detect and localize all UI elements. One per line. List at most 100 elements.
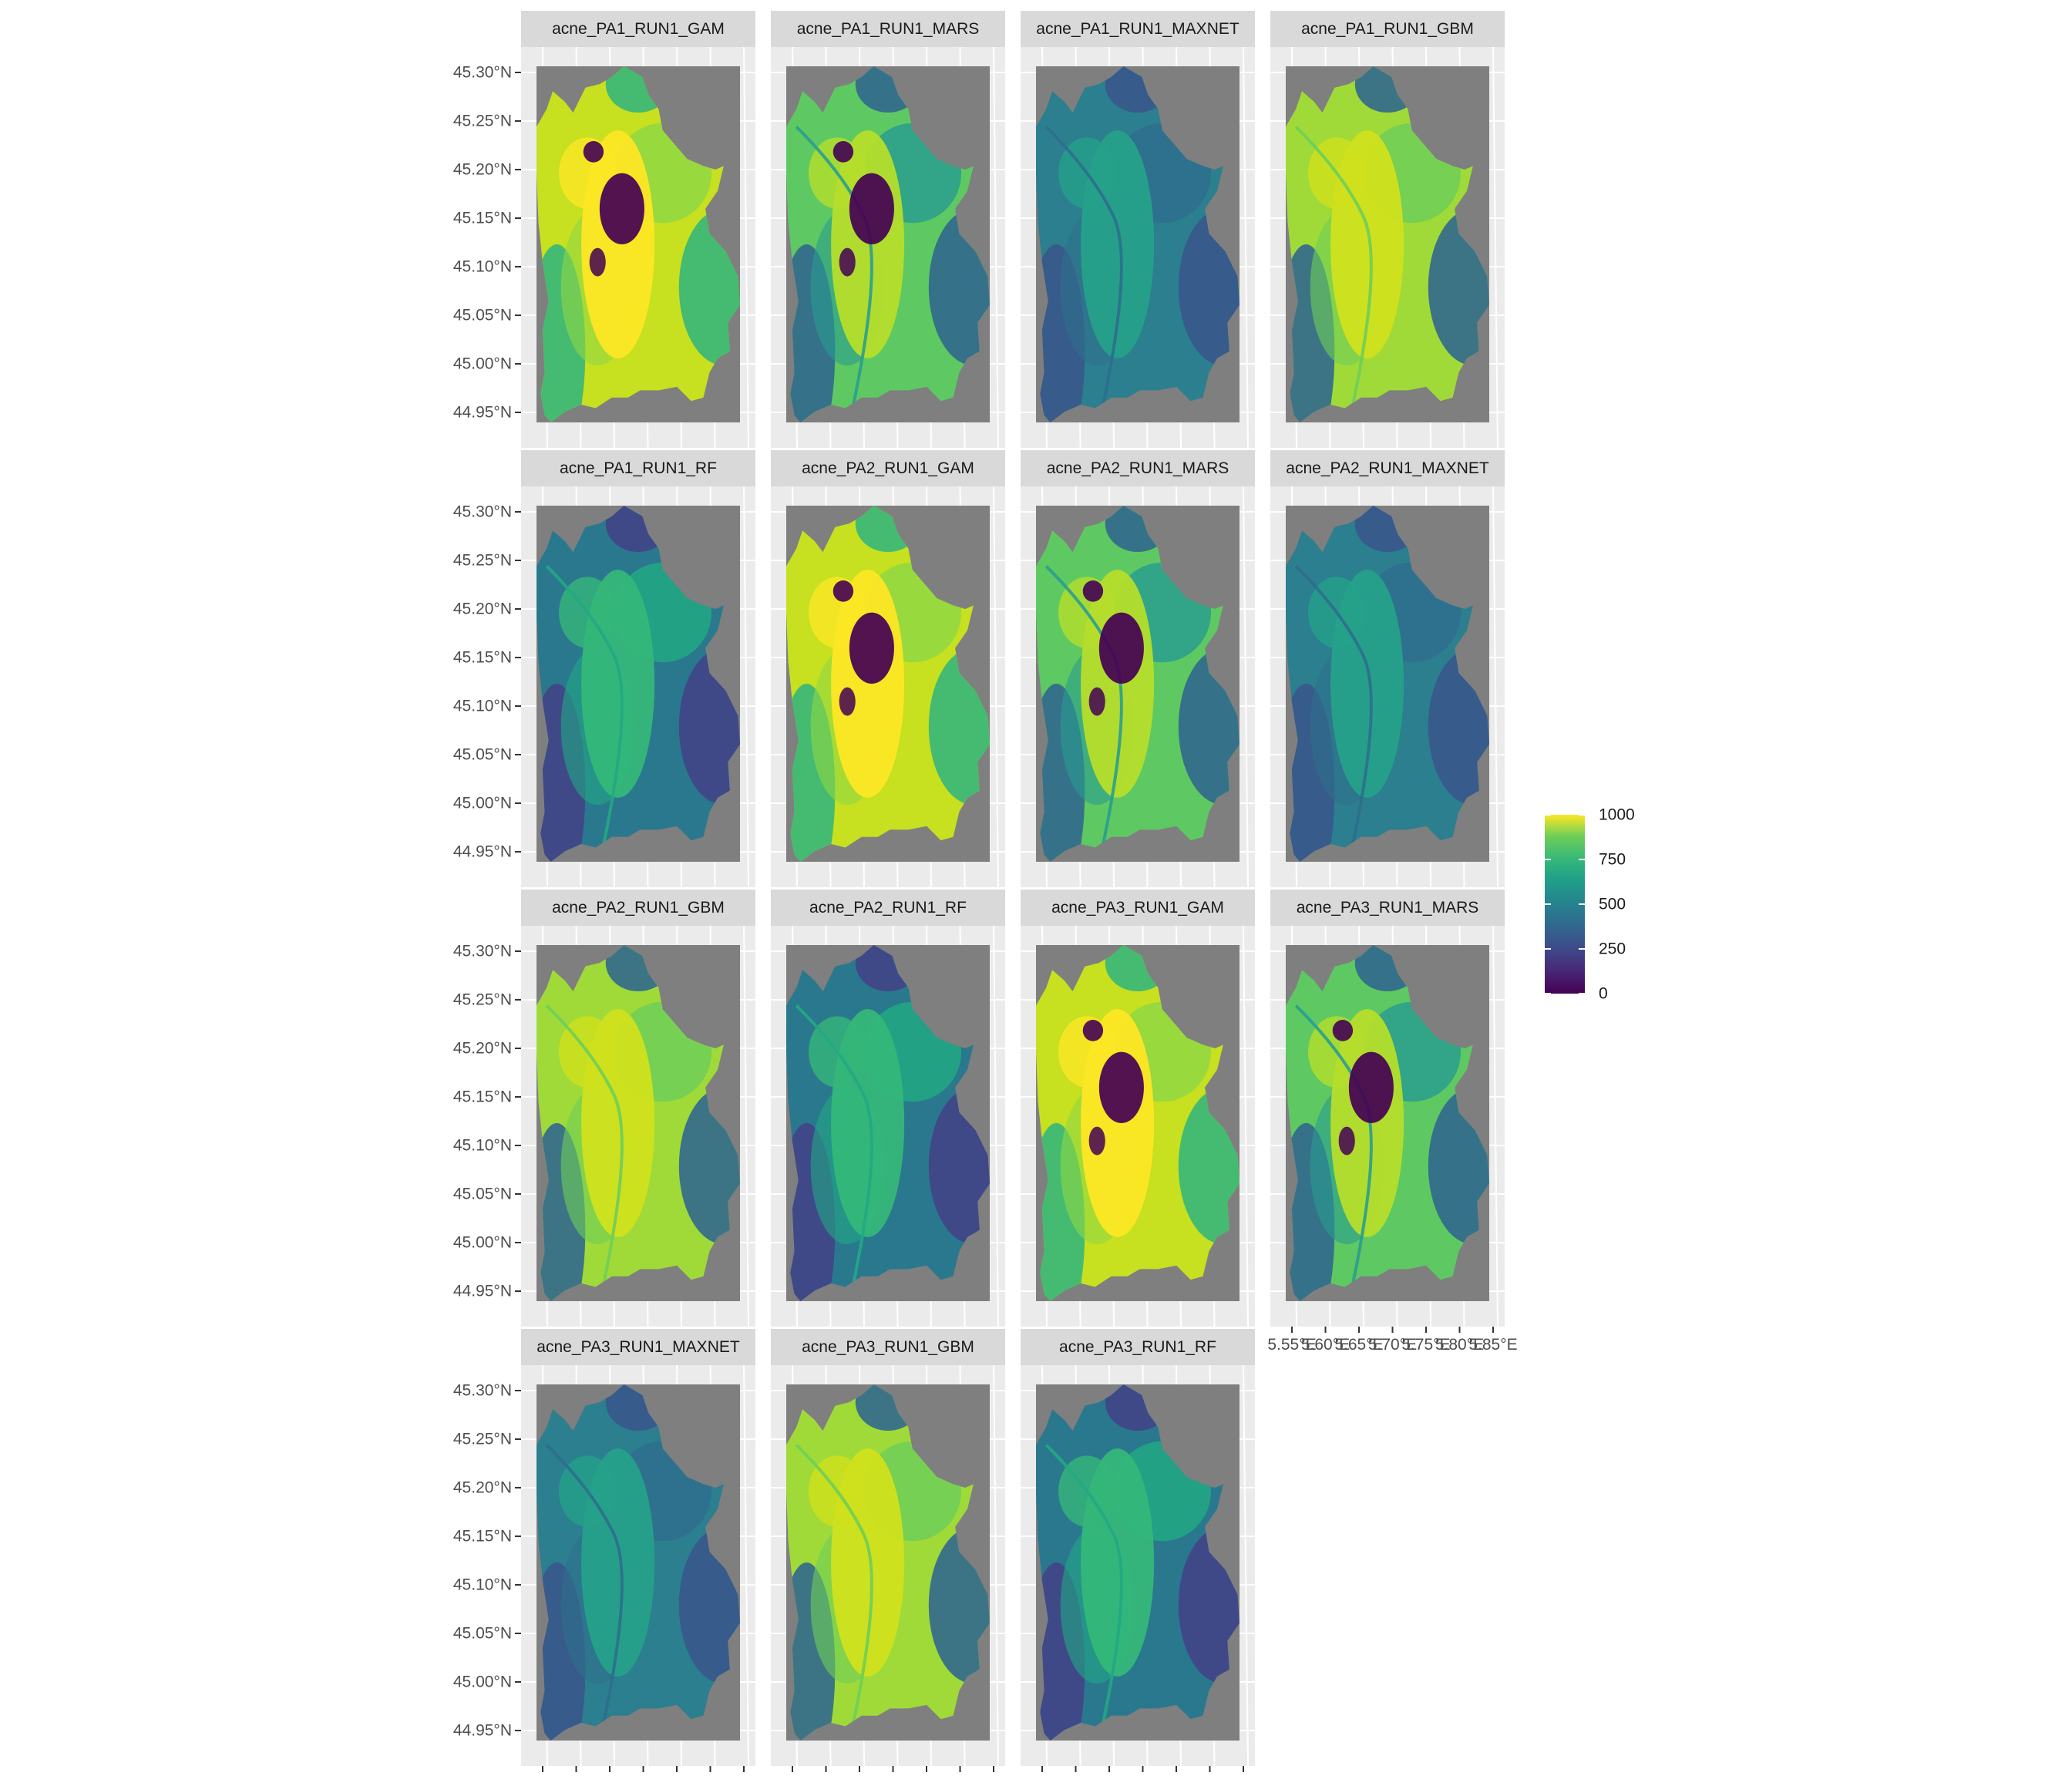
facet-title: acne_PA2_RUN1_GAM [802,459,974,477]
suitability-map [536,1384,740,1741]
y-tick-label: 45.20°N [453,1479,512,1497]
facet-title: acne_PA1_RUN1_GBM [1301,20,1474,38]
facet-title: acne_PA1_RUN1_RF [560,459,717,477]
y-tick-label: 45.10°N [453,1576,512,1594]
legend-label: 500 [1599,896,1626,913]
y-tick-label: 44.95°N [453,843,512,861]
y-tick-label: 45.15°N [453,649,512,667]
suitability-map [536,506,740,862]
y-tick-label: 45.25°N [453,552,512,570]
gridline-vertical [993,486,999,888]
y-tick-label: 45.30°N [453,503,512,521]
facet-strip [1270,890,1505,926]
gridline-vertical [743,46,749,449]
x-tick-label: 5.75°E [1401,1336,1450,1354]
facet-strip [1021,450,1255,486]
y-tick-label: 45.10°N [453,258,512,276]
y-tick-label: 45.25°N [453,991,512,1009]
legend-label: 250 [1599,940,1626,958]
gridline-vertical [743,486,749,888]
gridline-vertical [993,925,999,1327]
facet-panel: acne_PA1_RUN1_MAXNET [1021,11,1255,449]
facet-panel: acne_PA2_RUN1_GBM [521,890,755,1327]
y-tick-label: 45.10°N [453,1137,512,1155]
legend-label: 1000 [1599,806,1635,824]
facet-title: acne_PA3_RUN1_MARS [1297,899,1479,917]
facet-title: acne_PA1_RUN1_MARS [797,20,980,38]
facet-panel: acne_PA1_RUN1_GBM [1270,11,1505,449]
facet-panel: acne_PA2_RUN1_MAXNET [1270,450,1505,888]
legend-label: 0 [1599,985,1608,1003]
facet-strip [1021,11,1255,47]
facet-strip [521,11,755,47]
y-tick-label: 44.95°N [453,1722,512,1740]
colorbar [1545,815,1585,994]
facet-panel: acne_PA3_RUN1_GBM [771,1329,1005,1767]
facet-title: acne_PA1_RUN1_MAXNET [1036,20,1240,38]
facet-strip [771,11,1005,47]
y-axes: 45.30°N 45.25°N 45.20°N 45.15°N 45.10°N 45.05… [453,64,521,1740]
facet-panels: acne_PA1_RUN1_GAM acne_PA1_RUN1_MARS acne_… [521,11,1505,1767]
facet-title: acne_PA3_RUN1_GBM [802,1338,974,1356]
facet-title: acne_PA1_RUN1_GAM [552,20,725,38]
facet-strip [521,450,755,486]
facet-strip [521,1329,755,1365]
x-tick-label: 5.85°E [1468,1336,1517,1354]
facet-title: acne_PA3_RUN1_RF [1059,1338,1216,1356]
y-tick-label: 44.95°N [453,404,512,422]
gridline-vertical [993,46,999,449]
y-tick-label: 45.10°N [453,698,512,715]
facet-panel: acne_PA1_RUN1_RF [521,450,755,888]
y-tick-label: 45.15°N [453,210,512,227]
gridline-vertical [1492,46,1498,449]
facet-strip [771,1329,1005,1365]
y-tick-label: 45.25°N [453,113,512,130]
gridline-vertical [1492,925,1498,1327]
legend-label: 750 [1599,851,1626,869]
facet-strip [1270,450,1505,486]
facet-panel: acne_PA2_RUN1_MARS [1021,450,1255,888]
suitability-map [1036,1384,1240,1741]
x-tick-label: 5.60°E [1301,1336,1350,1354]
facet-title: acne_PA2_RUN1_MAXNET [1286,459,1489,477]
facet-title: acne_PA2_RUN1_GBM [552,899,725,917]
x-tick-label: 5.70°E [1368,1336,1417,1354]
gridline-vertical [743,1364,749,1767]
facet-strip [1021,1329,1255,1365]
suitability-map [786,1384,990,1741]
gridline-vertical [1492,486,1498,888]
y-tick-label: 45.00°N [453,355,512,373]
y-tick-label: 45.30°N [453,1382,512,1400]
y-tick-label: 45.20°N [453,600,512,618]
gridline-vertical [1243,486,1249,888]
facet-panel: acne_PA3_RUN1_MAXNET [521,1329,755,1767]
colorbar-legend: 1000 750 500 250 0 [1545,806,1635,1003]
suitability-map [786,66,990,422]
y-tick-label: 44.95°N [453,1283,512,1300]
y-tick-label: 45.15°N [453,1088,512,1106]
y-tick-label: 45.20°N [453,161,512,179]
facet-panel: acne_PA3_RUN1_MARS [1270,890,1505,1327]
facet-title: acne_PA3_RUN1_MAXNET [536,1338,740,1356]
y-tick-label: 45.05°N [453,746,512,764]
y-tick-label: 45.05°N [453,307,512,325]
facet-title: acne_PA2_RUN1_MARS [1047,459,1229,477]
facet-panel: acne_PA2_RUN1_RF [771,890,1005,1327]
y-tick-label: 45.20°N [453,1040,512,1058]
facet-strip [521,890,755,926]
facet-strip [771,450,1005,486]
facet-strip [1270,11,1505,47]
facet-title: acne_PA2_RUN1_RF [809,899,967,917]
facet-panel: acne_PA1_RUN1_GAM [521,11,755,449]
facet-title: acne_PA3_RUN1_GAM [1051,899,1224,917]
gridline-vertical [1243,925,1249,1327]
y-tick-label: 45.15°N [453,1528,512,1546]
y-tick-label: 45.00°N [453,1234,512,1252]
gridline-vertical [993,1364,999,1767]
y-tick-label: 45.30°N [453,943,512,960]
facet-panel: acne_PA3_RUN1_GAM [1021,890,1255,1327]
x-tick-label: 5.55°E [1267,1336,1316,1354]
facet-panel: acne_PA3_RUN1_RF [1021,1329,1255,1767]
x-axes: 5.55°E5.60°E5.65°E5.70°E5.75°E5.80°E5.85… [518,1327,1518,1776]
